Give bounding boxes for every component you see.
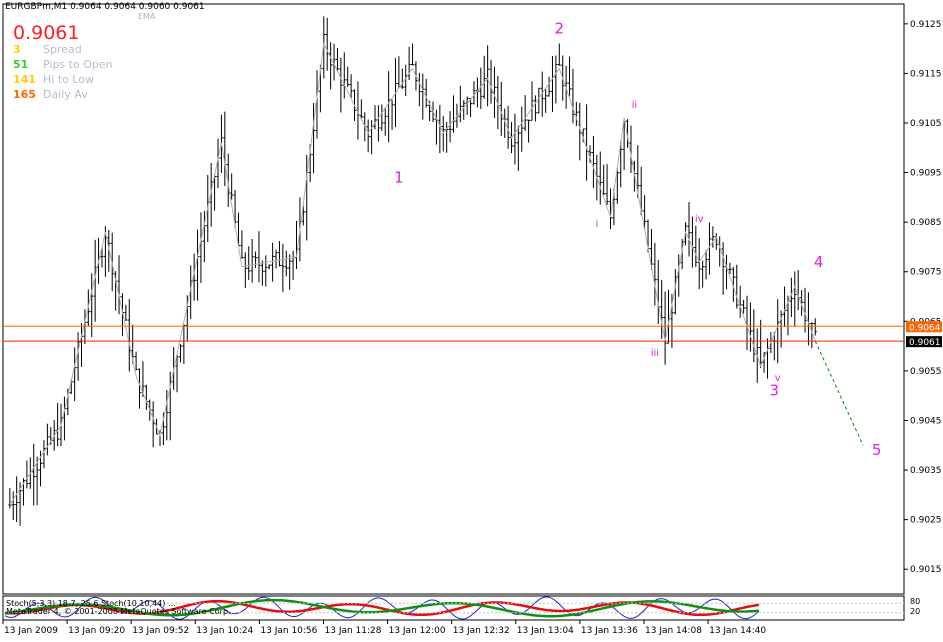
wave-label-minor: iv xyxy=(695,214,704,225)
time-tick-label: 13 Jan 13:04 xyxy=(517,626,574,636)
wave-label-major: 2 xyxy=(555,20,565,38)
stat-pips-to-open-value: 51 xyxy=(13,58,29,71)
wave-zigzag-line xyxy=(9,42,816,506)
price-tick-label: 0.9105 xyxy=(910,119,942,129)
price-level-label: 0.9064 xyxy=(909,323,941,333)
stat-spread: 3 Spread xyxy=(13,43,82,56)
time-tick-label: 13 Jan 12:32 xyxy=(453,626,510,636)
current-price: 0.9061 xyxy=(13,22,80,44)
main-plot-frame xyxy=(2,3,905,595)
price-tick-label: 0.9045 xyxy=(910,416,942,426)
time-tick-label: 13 Jan 14:40 xyxy=(709,626,766,636)
wave-label-major: 5 xyxy=(872,441,882,459)
time-tick-label: 13 Jan 10:24 xyxy=(196,626,253,636)
time-tick-label: 13 Jan 13:36 xyxy=(581,626,638,636)
price-bars xyxy=(8,16,817,526)
wave-label-major: 1 xyxy=(394,168,404,186)
stat-spread-label: Spread xyxy=(43,43,82,56)
time-tick-label: 13 Jan 12:00 xyxy=(389,626,446,636)
price-tick-label: 0.9085 xyxy=(910,218,942,228)
price-level-badge xyxy=(906,336,942,348)
indicator-frame xyxy=(2,595,905,621)
stat-daily-av-label: Daily Av xyxy=(43,88,88,101)
stat-daily-av-value: 165 xyxy=(13,88,36,101)
indicator-label: Stoch(5,3,3) 18.7, 25.6 Stoch(10,10,44) … xyxy=(6,599,176,608)
stat-hi-to-low-value: 141 xyxy=(13,73,36,86)
price-tick-label: 0.9095 xyxy=(910,169,942,179)
wave-5-projection xyxy=(814,340,864,446)
wave-label-minor: ii xyxy=(632,100,638,111)
wave-label-minor: iii xyxy=(651,348,659,359)
wave-label-major: 3 xyxy=(770,382,780,400)
price-tick-label: 0.9115 xyxy=(910,69,942,79)
price-tick-label: 0.9075 xyxy=(910,268,942,278)
time-tick-label: 13 Jan 11:28 xyxy=(325,626,382,636)
stat-pips-to-open: 51 Pips to Open xyxy=(13,58,113,71)
oscillator-line xyxy=(4,598,760,618)
stat-daily-av: 165 Daily Av xyxy=(13,88,88,101)
stochastic-oscillators xyxy=(4,596,760,620)
price-tick-label: 0.9015 xyxy=(910,565,942,575)
ema-label: EMA xyxy=(138,12,156,21)
price-tick-label: 0.9125 xyxy=(910,20,942,30)
stat-pips-to-open-label: Pips to Open xyxy=(43,58,113,71)
time-tick-label: 13 Jan 2009 xyxy=(4,626,58,636)
wave-label-major: 4 xyxy=(814,253,824,271)
time-tick-label: 13 Jan 09:52 xyxy=(132,626,189,636)
time-tick-label: 13 Jan 10:56 xyxy=(260,626,317,636)
copyright-label: MetaTrader 4, © 2001-2008 MetaQuotes Sof… xyxy=(6,607,231,616)
stat-spread-value: 3 xyxy=(13,43,21,56)
indicator-scale-label: 80 xyxy=(910,597,920,606)
price-tick-label: 0.9055 xyxy=(910,367,942,377)
time-tick-label: 13 Jan 14:08 xyxy=(645,626,702,636)
price-tick-label: 0.9025 xyxy=(910,516,942,526)
price-tick-label: 0.9035 xyxy=(910,466,942,476)
wave-label-minor: i xyxy=(595,219,598,230)
stat-hi-to-low-label: Hi to Low xyxy=(43,73,95,86)
stat-hi-to-low: 141 Hi to Low xyxy=(13,73,94,86)
price-level-badge xyxy=(906,321,942,333)
wave-label-minor: v xyxy=(775,373,781,384)
time-tick-label: 13 Jan 09:20 xyxy=(68,626,125,636)
indicator-scale-label: 20 xyxy=(910,607,920,616)
price-level-label: 0.9061 xyxy=(909,338,941,348)
symbol-header: EURGBPm,M1 0.9064 0.9064 0.9060 0.9061 xyxy=(5,2,205,12)
